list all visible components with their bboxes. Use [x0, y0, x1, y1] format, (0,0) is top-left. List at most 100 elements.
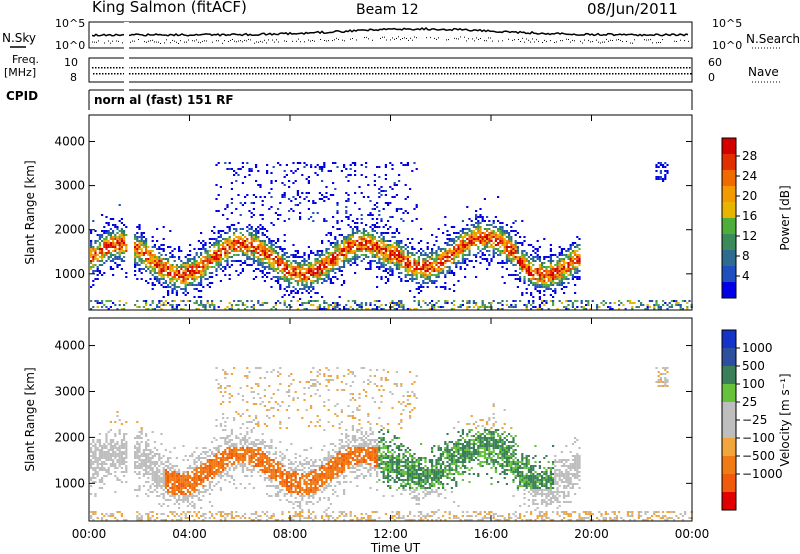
power-cell [290, 208, 293, 210]
power-cell [530, 268, 533, 270]
power-cell [336, 228, 339, 230]
power-cell [486, 244, 489, 246]
freq-dot [239, 67, 241, 69]
power-cell [290, 282, 293, 284]
power-cell [527, 260, 530, 262]
power-cell [358, 246, 361, 248]
power-cell [532, 296, 535, 298]
power-cell [314, 264, 317, 266]
power-cell [362, 248, 365, 250]
power-cell [406, 280, 409, 282]
power-cell [301, 174, 304, 176]
power-cell [283, 176, 286, 178]
power-cell [250, 170, 253, 172]
velocity-cell [138, 451, 141, 453]
power-cell [90, 242, 93, 244]
power-cell [296, 268, 299, 270]
power-cell [241, 234, 244, 236]
power-cell [519, 280, 522, 282]
nave-dot [174, 73, 176, 75]
power-cell [387, 244, 390, 246]
power-cell [252, 262, 255, 264]
power-cell [569, 268, 572, 270]
power-cell [217, 264, 220, 266]
power-cell [327, 258, 330, 260]
power-cell [499, 262, 502, 264]
power-cell [255, 164, 258, 166]
power-cell [120, 232, 123, 234]
power-cell [446, 244, 449, 246]
freq-dot [323, 67, 325, 69]
power-cell [114, 246, 117, 248]
power-cell [259, 242, 262, 244]
power-cell [483, 228, 486, 230]
power-cell [547, 278, 550, 280]
power-cell [505, 242, 508, 244]
power-cell [439, 248, 442, 250]
power-cell [567, 304, 570, 306]
power-cell [332, 256, 335, 258]
power-cell [481, 258, 484, 260]
velocity-cell [107, 459, 110, 461]
power-cell [173, 266, 176, 268]
power-cell [384, 250, 387, 252]
power-cell [246, 162, 249, 164]
power-cell [279, 286, 282, 288]
power-cell [358, 242, 361, 244]
nave-dot [420, 73, 422, 75]
power-cell [369, 236, 372, 238]
power-cell [538, 296, 541, 298]
power-cell [151, 262, 154, 264]
power-cell [411, 246, 414, 248]
power-cell [228, 274, 231, 276]
power-cell [578, 244, 581, 246]
power-cell [263, 244, 266, 246]
power-cell [162, 270, 165, 272]
power-cell [659, 172, 662, 174]
power-cell [475, 304, 478, 306]
power-cell [404, 266, 407, 268]
power-cell [446, 266, 449, 268]
nsearch-dot [660, 42, 661, 43]
power-cell [492, 242, 495, 244]
power-cell [336, 210, 339, 212]
power-cell [642, 304, 645, 306]
power-cell [543, 270, 546, 272]
freq-dot [227, 67, 229, 69]
power-cell [470, 224, 473, 226]
power-cell [376, 166, 379, 168]
power-cell [439, 286, 442, 288]
power-cell [384, 258, 387, 260]
power-cell [107, 244, 110, 246]
power-cell [178, 286, 181, 288]
velocity-cell [101, 445, 104, 447]
power-cell [340, 240, 343, 242]
power-cell [92, 256, 95, 258]
nave-dot [456, 73, 458, 75]
velocity-cell [147, 519, 150, 521]
power-cell [307, 272, 310, 274]
power-cell [475, 256, 478, 258]
power-cell [211, 304, 214, 306]
velocity-cell [145, 435, 148, 437]
power-cell [215, 270, 218, 272]
power-cell [329, 258, 332, 260]
colorbar-swatch [722, 234, 736, 251]
power-cell [294, 250, 297, 252]
freq-dot [335, 67, 337, 69]
power-cell [472, 234, 475, 236]
power-cell [103, 256, 106, 258]
power-cell [648, 306, 651, 308]
power-cell [490, 246, 493, 248]
velocity-cell [134, 451, 137, 453]
freq-frame [88, 57, 693, 83]
power-cell [609, 308, 612, 310]
power-cell [195, 260, 198, 262]
power-cell [543, 262, 546, 264]
power-cell [325, 274, 328, 276]
power-cell [448, 244, 451, 246]
power-cell [406, 270, 409, 272]
power-cell [369, 260, 372, 262]
power-cell [609, 306, 612, 308]
velocity-cell [118, 419, 121, 421]
